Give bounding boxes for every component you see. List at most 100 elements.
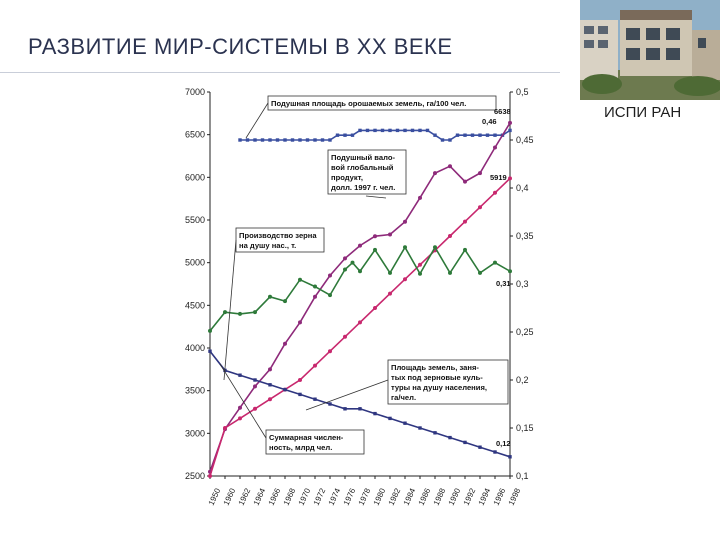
- right-tick-label: 0,2: [516, 375, 529, 385]
- gdp-label-text: долл. 1997 г. чел.: [331, 183, 395, 192]
- series-point-population: [238, 416, 242, 421]
- grain-land-label-text: га/чел.: [391, 393, 416, 402]
- series-point-grain_land: [493, 450, 497, 454]
- right-tick-label: 0,4: [516, 183, 529, 193]
- grain-land-label-box: [387, 359, 509, 405]
- irrigated-label-text: Подушная площадь орошаемых земель, га/10…: [271, 99, 466, 108]
- series-line-grain: [209, 245, 511, 332]
- series-point-grain: [238, 311, 242, 316]
- series-point-grain: [208, 328, 212, 333]
- series-point-irrigated: [380, 128, 385, 133]
- series-point-irrigated: [425, 128, 430, 133]
- left-tick-label: 6500: [185, 130, 205, 140]
- x-tick-label: 1982: [387, 486, 403, 506]
- series-point-grain_land: [298, 392, 302, 397]
- series-point-grain: [418, 271, 422, 276]
- series-point-grain: [253, 310, 257, 315]
- x-tick-label: 1970: [297, 486, 313, 506]
- grain-label-box: [235, 227, 325, 253]
- series-point-grain: [223, 310, 227, 315]
- x-tick-label: 1972: [312, 486, 328, 506]
- series-point-grain: [433, 245, 437, 250]
- series-point-population: [463, 219, 467, 224]
- series-point-grain: [463, 247, 467, 252]
- series-point-irrigated: [343, 133, 347, 137]
- x-tick-label: 1996: [492, 486, 508, 506]
- value-6638: 6638: [494, 107, 511, 116]
- left-tick-label: 5000: [185, 258, 205, 268]
- series-point-irrigated: [448, 138, 452, 142]
- series-point-grain: [388, 270, 392, 275]
- right-tick-label: 0,3: [516, 279, 529, 289]
- series-point-population: [388, 291, 392, 296]
- slide-title: РАЗВИТИЕ МИР-СИСТЕМЫ В XX ВЕКЕ: [28, 34, 453, 59]
- series-point-population: [343, 334, 347, 339]
- grain-land-label-text: тых под зерновые куль-: [391, 373, 483, 382]
- series-point-irrigated: [365, 128, 370, 133]
- series-point-gdp: [418, 195, 422, 200]
- series-point-gdp: [508, 120, 512, 125]
- value-046: 0,46: [482, 117, 497, 126]
- x-tick-label: 1994: [477, 486, 493, 506]
- x-tick-label: 1966: [267, 486, 283, 506]
- series-point-population: [373, 306, 377, 310]
- x-tick-label: 1984: [402, 486, 418, 506]
- left-tick-label: 2500: [185, 471, 205, 481]
- series-point-population: [313, 363, 317, 368]
- series-point-grain: [313, 284, 317, 289]
- series-point-grain: [403, 245, 407, 250]
- right-tick-label: 0,15: [516, 423, 534, 433]
- series-point-population: [208, 474, 212, 478]
- grain-land-label-text: туры на душу населения,: [391, 383, 487, 392]
- left-tick-label: 5500: [185, 215, 205, 225]
- series-point-grain: [448, 270, 452, 275]
- x-tick-label: 1974: [327, 486, 343, 506]
- series-point-population: [478, 205, 482, 210]
- series-point-irrigated: [410, 128, 415, 133]
- series-point-gdp: [493, 145, 497, 150]
- series-point-irrigated: [253, 138, 257, 142]
- series-point-gdp: [238, 405, 242, 410]
- right-tick-label: 0,35: [516, 231, 534, 241]
- series-point-irrigated: [418, 128, 422, 133]
- series-point-grain_land: [208, 349, 212, 353]
- value-031: 0,31: [496, 279, 511, 288]
- grain-land-label-text: Площадь земель, заня-: [391, 363, 479, 372]
- title-divider: [0, 72, 560, 73]
- series-point-irrigated: [478, 133, 482, 137]
- series-point-grain_land: [268, 383, 272, 387]
- x-tick-label: 1980: [372, 486, 388, 506]
- x-tick-label: 1978: [357, 486, 373, 506]
- series-point-gdp: [268, 367, 272, 372]
- series-point-irrigated: [358, 128, 362, 133]
- series-point-irrigated: [290, 138, 295, 142]
- series-point-irrigated: [283, 138, 287, 142]
- series-point-gdp: [433, 171, 437, 176]
- left-tick-label: 4500: [185, 300, 205, 310]
- series-point-grain_land: [253, 378, 257, 382]
- gdp-label-box: [327, 149, 407, 195]
- irrigated-label-leader: [245, 102, 269, 139]
- series-point-grain: [298, 277, 302, 282]
- gdp-label-text: продукт,: [331, 173, 363, 182]
- series-point-irrigated: [470, 133, 475, 137]
- axes-layer: 7000 6500 6000 5500 5000 4500 4000 3500 3000 2500…: [185, 87, 534, 507]
- gdp-label-leader: [365, 195, 387, 199]
- series-point-gdp: [448, 164, 452, 169]
- series-point-population: [448, 234, 452, 238]
- series-point-grain_land: [478, 445, 482, 449]
- population-label-text: ность, млрд чел.: [269, 443, 332, 452]
- x-tick-label: 1986: [417, 486, 433, 506]
- x-tick-label: 1960: [222, 486, 238, 506]
- series-point-population: [298, 378, 302, 382]
- x-tick-label: 1992: [462, 486, 478, 506]
- right-tick-label: 0,1: [516, 471, 529, 481]
- left-tick-label: 7000: [185, 87, 205, 97]
- series-point-irrigated: [455, 133, 460, 137]
- series-point-irrigated: [260, 138, 265, 142]
- series-point-grain_land: [418, 426, 422, 430]
- x-tick-label: 1988: [432, 486, 448, 506]
- series-point-population: [403, 277, 407, 282]
- series-point-gdp: [373, 234, 377, 239]
- series-point-gdp: [253, 384, 257, 389]
